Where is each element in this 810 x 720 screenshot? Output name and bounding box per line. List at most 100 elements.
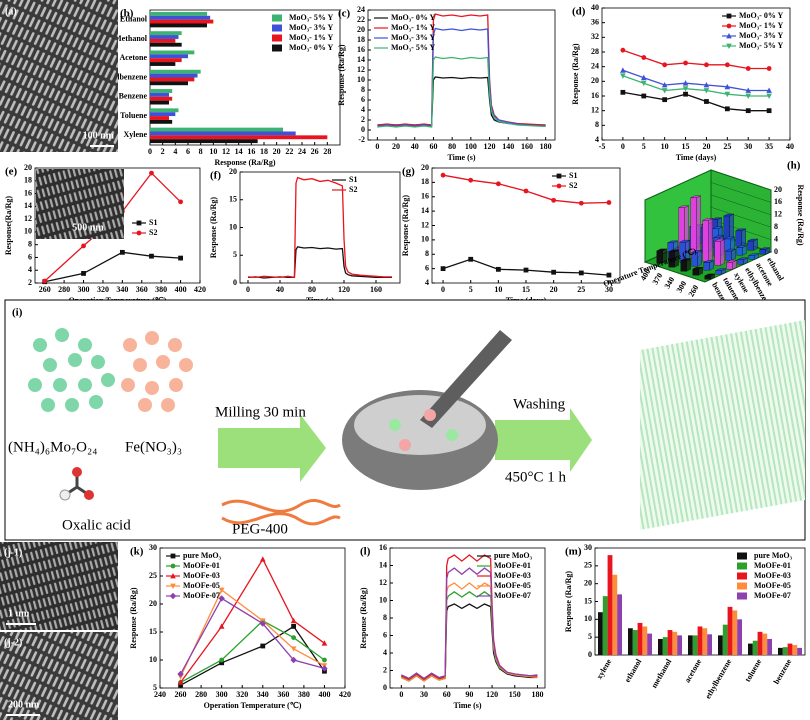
x-tick-label: 120: [484, 142, 496, 151]
x-tick-label: 160: [370, 285, 382, 294]
x-tick-label: 420: [339, 690, 351, 699]
z-axis-label: Response (Ra/Rg): [796, 184, 805, 245]
y-tick-label: 4: [28, 265, 32, 274]
particle: [101, 373, 115, 387]
bar: [752, 640, 758, 655]
bar: [150, 100, 169, 105]
legend-label: S2: [349, 185, 357, 194]
legend-swatch: [272, 14, 282, 22]
y-tick-label: 14: [421, 206, 429, 215]
marker: [704, 99, 709, 104]
x-tick-label: 25: [577, 285, 585, 294]
series-line: [622, 91, 770, 112]
bar: [692, 635, 698, 655]
y-tick-label: 5: [233, 250, 237, 259]
x-tick-label: 0: [375, 142, 379, 151]
marker: [170, 553, 176, 559]
marker: [170, 563, 176, 569]
x-tick-label: 260: [39, 285, 51, 294]
y-tick-label: 15: [149, 627, 157, 636]
y-tick-label: 12: [591, 105, 599, 114]
x-tick-label: 0: [441, 285, 445, 294]
marker: [726, 23, 732, 29]
y-tick-label: 10: [149, 655, 157, 664]
x-tick-label: 28: [323, 147, 331, 156]
bar3d-front: [759, 249, 766, 255]
legend-label: MoOFe-07: [754, 591, 791, 600]
x-tick-label: 320: [97, 285, 109, 294]
x-axis-label: Response (Ra/Rg): [214, 158, 275, 167]
panel-label: (i): [12, 307, 23, 319]
scale-bar: [6, 714, 40, 716]
legend-label: MoOFe-03: [183, 571, 220, 580]
marker: [81, 271, 86, 276]
z-tick-label: 0: [774, 247, 778, 256]
bar3d-front: [737, 259, 744, 265]
sem-image: [0, 542, 118, 630]
z-grid: [710, 182, 772, 203]
y-axis-label: Response (Ra/Rg): [401, 195, 410, 256]
series-line: [622, 69, 770, 92]
series-line: [377, 27, 546, 127]
y-tick-label: 24: [591, 61, 599, 70]
bar: [150, 35, 179, 39]
y-tick-label: 4: [425, 278, 429, 287]
bar3d-front: [725, 250, 732, 261]
x-tick-label: 150: [509, 690, 521, 699]
y-axis-label: Response (Ra/Rg): [337, 44, 346, 105]
bar: [150, 31, 182, 36]
arrow: [495, 408, 592, 472]
bar3d-top: [715, 268, 726, 271]
y-tick-label: 0: [233, 278, 237, 287]
charts: (b)Response (Ra/Rg)0 2 4 6 8 10 12 14 16 18 20 22 24…: [4, 3, 806, 710]
x-tick-label: 0: [621, 142, 625, 151]
bar: [767, 638, 772, 655]
bar: [727, 606, 733, 655]
bar: [677, 635, 682, 655]
x-tick-label: 0: [399, 690, 403, 699]
marker: [724, 62, 730, 68]
bar3d-front: [736, 247, 743, 256]
bar: [150, 73, 198, 78]
y-tick-label: 15: [584, 596, 592, 605]
bar3d-side: [697, 250, 702, 267]
bar: [150, 108, 179, 113]
plot-frame: [601, 7, 791, 141]
x-tick-label: 20: [392, 142, 400, 151]
y-tick-label: 8: [425, 249, 429, 258]
y-tick-label: 5: [588, 632, 592, 641]
x-axis-label: Time (s): [453, 701, 481, 710]
x-tick-label: 15: [682, 142, 690, 151]
x-tick-label: 280: [58, 285, 70, 294]
marker: [620, 89, 626, 95]
z-tick-label: 8: [774, 222, 778, 231]
panel-label: (g): [402, 166, 415, 178]
y-tick-label: 6: [383, 630, 387, 639]
bar: [722, 624, 728, 655]
x-tick-label: 25: [723, 142, 731, 151]
bar3d-top: [712, 226, 723, 229]
bar3d-front: [715, 270, 722, 275]
marker: [682, 80, 689, 86]
particle: [389, 419, 401, 431]
y-tick-label: 16: [24, 188, 32, 197]
bar3d-top: [704, 273, 715, 277]
x-tick-label: 360: [277, 690, 289, 699]
marker: [260, 643, 266, 649]
legend-label: MoO₃- 0% Y: [289, 43, 334, 52]
x-tick-label: 14: [235, 147, 243, 156]
particle: [78, 338, 92, 352]
marker: [578, 200, 584, 206]
particle: [168, 338, 182, 352]
x-tick-label: toluene: [743, 657, 763, 683]
bar3d-top: [747, 238, 758, 242]
bar: [702, 628, 708, 655]
bar: [697, 626, 703, 655]
bar: [150, 116, 169, 120]
bar3d-top: [667, 240, 678, 243]
marker: [683, 91, 688, 97]
x-tick-label: 6: [186, 147, 190, 156]
x-axis-label: Time (s): [447, 153, 475, 162]
x-tick-label: 24: [298, 147, 306, 156]
x-tick-label: 18: [260, 147, 268, 156]
